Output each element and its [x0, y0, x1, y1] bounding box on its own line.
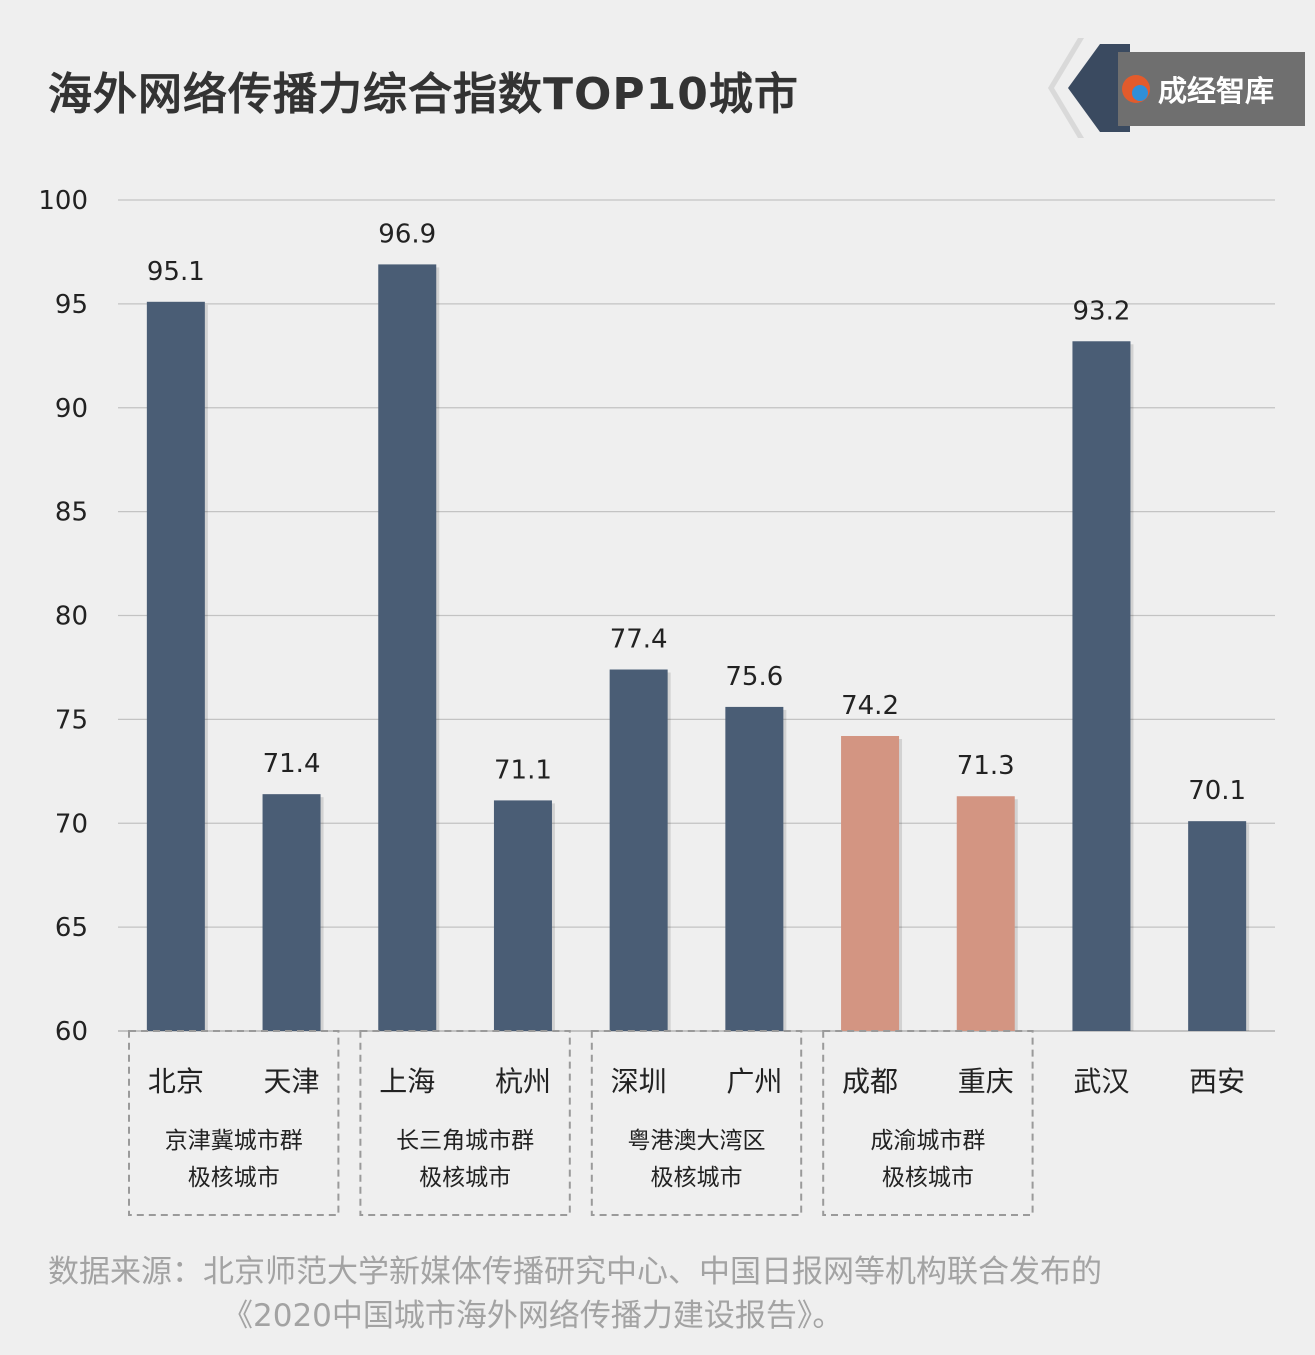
bar-武汉 [1072, 341, 1131, 1031]
brand-badge-shape [1048, 38, 1305, 138]
group-label: 成渝城市群 [870, 1128, 985, 1154]
group-box [359, 1030, 571, 1216]
bar-北京 [146, 301, 205, 1031]
brand-name: 成经智库 [1158, 74, 1275, 108]
x-category-label: 成都 [842, 1065, 898, 1098]
x-category-label: 武汉 [1073, 1065, 1129, 1098]
y-tick-label: 100 [38, 186, 88, 216]
x-category-label: 西安 [1189, 1065, 1245, 1098]
y-tick-label: 80 [55, 602, 88, 632]
bar-西安 [1188, 821, 1247, 1031]
x-category-label: 深圳 [611, 1065, 667, 1098]
bar-重庆 [956, 796, 1015, 1031]
y-tick-label: 85 [55, 498, 88, 528]
x-category-label: 天津 [264, 1065, 320, 1098]
source-note-line1: 数据来源：北京师范大学新媒体传播研究中心、中国日报网等机构联合发布的 [48, 1254, 1102, 1290]
y-tick-label: 90 [55, 394, 88, 424]
y-tick-label: 75 [55, 705, 88, 735]
value-label: 77.4 [610, 625, 668, 655]
group-label: 长三角城市群 [396, 1128, 534, 1154]
group-box [822, 1030, 1034, 1216]
y-tick-label: 70 [55, 809, 88, 839]
y-tick-label: 60 [55, 1017, 88, 1047]
group-label: 极核城市 [882, 1165, 974, 1191]
y-tick-label: 95 [55, 290, 88, 320]
group-label: 京津冀城市群 [165, 1128, 303, 1154]
value-label: 71.4 [263, 749, 321, 779]
bars [146, 264, 1250, 1032]
axis-labels: 60 65 70 75 80 85 90 95 100 北京 天津 上海 杭州 深圳 广州 成都 重庆 武汉 西安 [38, 186, 1245, 1098]
value-label: 93.2 [1073, 296, 1131, 326]
group-label: 极核城市 [419, 1165, 511, 1191]
x-category-label: 杭州 [495, 1065, 551, 1098]
group-box [128, 1030, 340, 1216]
brand-logo [1040, 30, 1315, 150]
value-label: 71.1 [494, 755, 552, 785]
value-label: 75.6 [725, 662, 783, 692]
x-category-label: 重庆 [958, 1065, 1014, 1098]
value-label: 71.3 [957, 751, 1015, 781]
value-label: 70.1 [1188, 776, 1246, 806]
bar-天津 [262, 794, 321, 1031]
x-category-label: 广州 [726, 1065, 782, 1098]
bar-深圳 [609, 669, 668, 1031]
x-category-label: 北京 [148, 1065, 204, 1098]
source-note-line2: 《2020中国城市海外网络传播力建设报告》。 [222, 1298, 844, 1334]
value-label: 96.9 [378, 219, 436, 249]
bar-成都 [841, 735, 900, 1031]
bar-杭州 [493, 800, 552, 1031]
group-label: 粤港澳大湾区 [628, 1128, 766, 1154]
group-label: 极核城市 [651, 1165, 743, 1191]
y-tick-label: 65 [55, 913, 88, 943]
bar-chart: 95.1 71.4 96.9 71.1 77.4 75.6 74.2 71.3 93.2 70.1… [38, 186, 1275, 1216]
bar-上海 [378, 264, 437, 1032]
value-labels: 95.1 71.4 96.9 71.1 77.4 75.6 74.2 71.3 93.2 70.1 [147, 219, 1246, 806]
value-label: 74.2 [841, 691, 899, 721]
group-label: 极核城市 [188, 1165, 280, 1191]
chart-title: 海外网络传播力综合指数TOP10城市 [48, 69, 799, 120]
x-category-label: 上海 [379, 1065, 435, 1098]
group-box [590, 1030, 803, 1216]
bar-广州 [725, 706, 784, 1031]
value-label: 95.1 [147, 257, 205, 287]
